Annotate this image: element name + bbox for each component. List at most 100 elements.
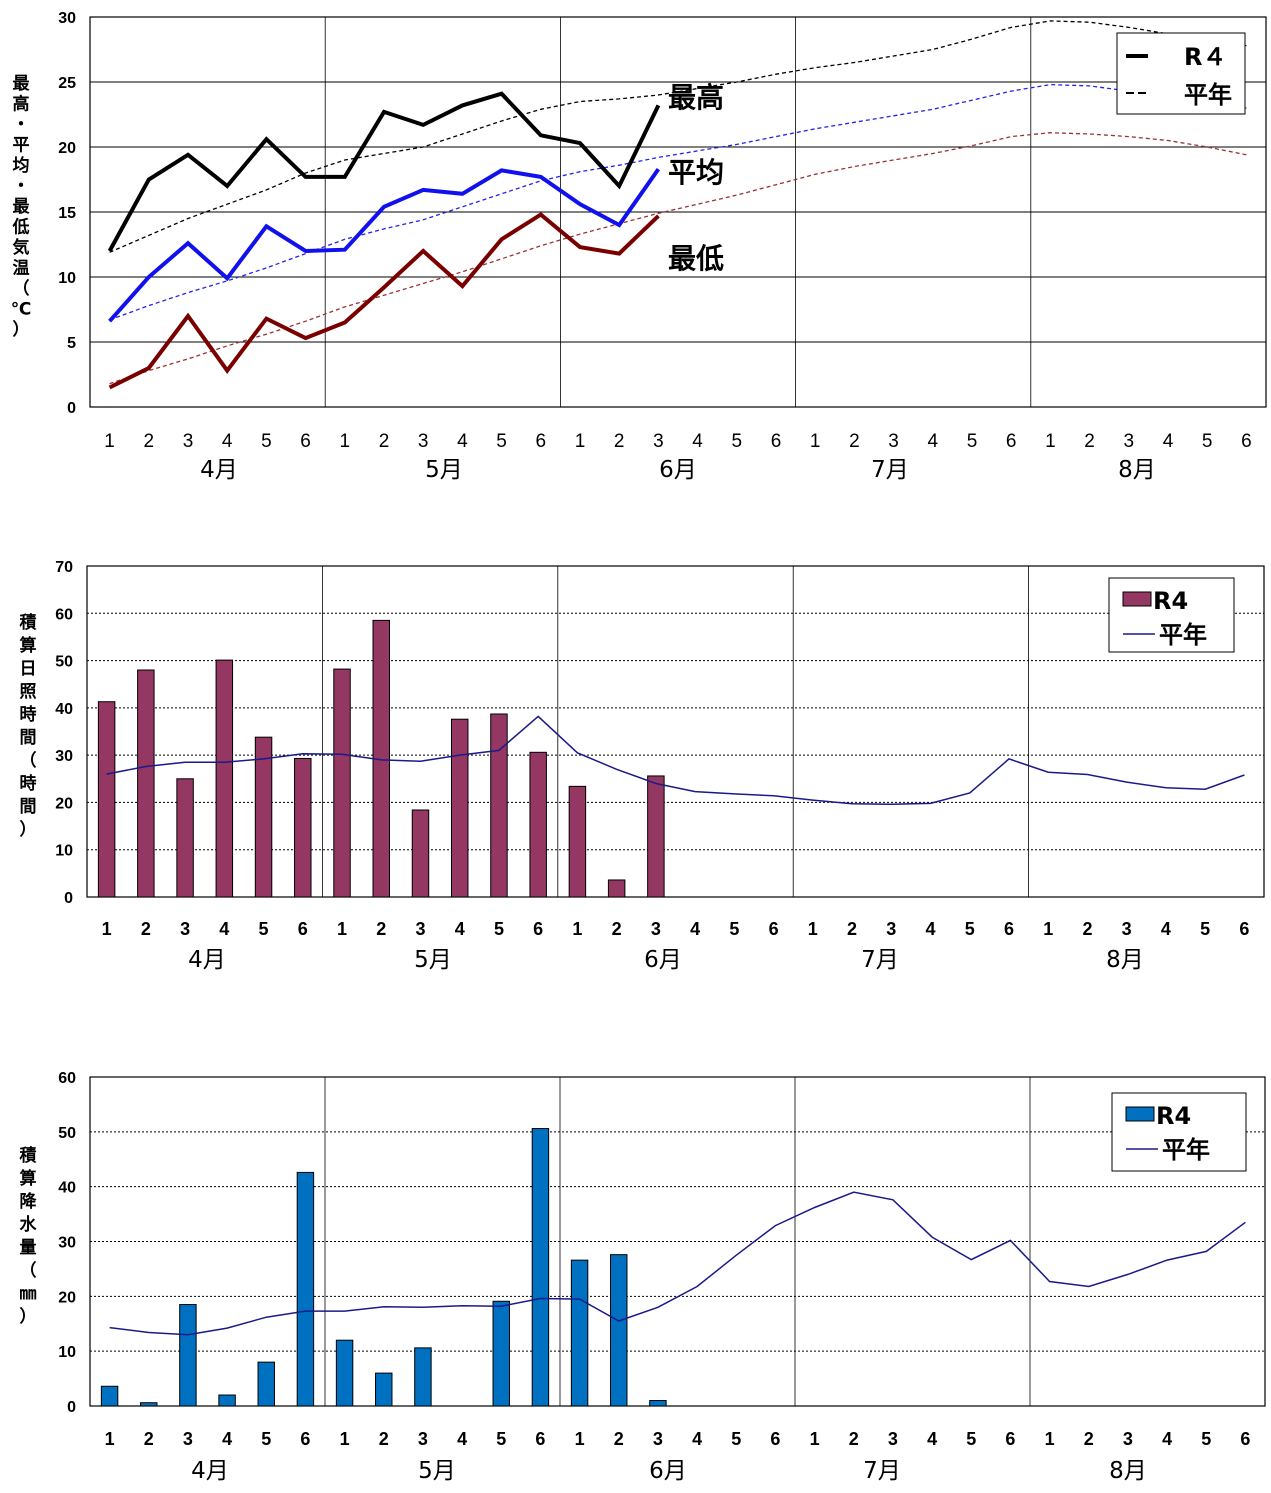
plot-area-border (86, 565, 1265, 898)
y-tick-label: 30 (58, 10, 76, 27)
x-tick-label: 1 (575, 1429, 585, 1449)
y-tick-label: 30 (55, 748, 73, 765)
bar (215, 659, 234, 898)
x-tick-label: 2 (376, 919, 386, 939)
bar (607, 879, 626, 898)
x-tick-label: 4 (1162, 1429, 1172, 1449)
x-tick-label: 5 (261, 1429, 271, 1449)
x-tick-label: 1 (1043, 919, 1053, 939)
bar (335, 1339, 354, 1407)
x-tick-label: 3 (1124, 431, 1135, 452)
x-tick-label: 6 (300, 1429, 310, 1449)
x-tick-label: 4 (455, 919, 465, 939)
normal-line (109, 83, 1247, 321)
x-tick-label: 3 (1123, 1429, 1133, 1449)
x-tick-label: 3 (886, 919, 896, 939)
x-tick-label: 2 (1084, 431, 1095, 452)
bar (294, 757, 312, 898)
x-tick-label: 4 (927, 1429, 937, 1449)
x-tick-label: 4 (692, 1429, 702, 1449)
month-label: 5月 (418, 1458, 456, 1484)
x-tick-label: 2 (141, 919, 151, 939)
x-tick-label: 4 (222, 431, 233, 452)
x-tick-label: 2 (849, 431, 860, 452)
x-tick-label: 5 (1201, 1429, 1211, 1449)
x-tick-label: 1 (105, 1429, 115, 1449)
legend-label: 平年 (1162, 1136, 1210, 1164)
x-tick-label: 2 (612, 919, 622, 939)
month-label: 5月 (414, 947, 452, 973)
x-tick-label: 4 (1161, 919, 1171, 939)
legend: R4 平年 (1108, 577, 1235, 653)
month-label: 8月 (1118, 457, 1156, 483)
x-tick-label: 6 (1241, 431, 1252, 452)
bar (450, 718, 469, 898)
r4-line (107, 91, 661, 252)
y-tick-label: 20 (58, 140, 76, 157)
x-tick-label: 2 (1082, 919, 1092, 939)
x-tick-label: 5 (729, 919, 739, 939)
normal-line (109, 20, 1247, 253)
bar (176, 778, 194, 898)
x-tick-label: 3 (183, 1429, 193, 1449)
bar (568, 785, 587, 898)
month-label: 8月 (1109, 1458, 1147, 1484)
y-tick-label: 20 (55, 795, 73, 812)
y-tick-label: 30 (58, 1235, 76, 1252)
x-tick-label: 6 (535, 1429, 545, 1449)
month-label: 7月 (863, 1458, 901, 1484)
x-tick-label: 2 (614, 431, 625, 452)
x-tick-label: 2 (379, 1429, 389, 1449)
y-tick-label: 0 (64, 890, 73, 907)
x-tick-label: 4 (222, 1429, 232, 1449)
x-tick-label: 3 (888, 1429, 898, 1449)
y-tick-label: 60 (55, 606, 73, 623)
bar (411, 809, 430, 898)
bar (610, 1254, 628, 1407)
bar (257, 1361, 275, 1407)
x-tick-label: 6 (533, 919, 543, 939)
bar (100, 1385, 119, 1407)
x-tick-label: 5 (1202, 431, 1213, 452)
y-axis-label: 積算降水量（㎜） (19, 1145, 38, 1327)
legend: R4 平年 (1111, 1092, 1247, 1172)
x-tick-label: 2 (379, 431, 390, 452)
y-tick-label: 5 (67, 335, 76, 352)
y-tick-label: 15 (58, 205, 76, 222)
x-tick-label: 1 (808, 919, 818, 939)
x-tick-label: 2 (1084, 1429, 1094, 1449)
x-tick-label: 6 (298, 919, 308, 939)
x-tick-label: 6 (1005, 1429, 1015, 1449)
x-tick-label: 5 (731, 1429, 741, 1449)
bar (649, 1400, 667, 1407)
x-tick-label: 1 (340, 1429, 350, 1449)
x-tick-label: 6 (769, 919, 779, 939)
bar (647, 775, 665, 898)
bar (254, 736, 273, 898)
bar (140, 1402, 158, 1407)
y-tick-label: 0 (67, 400, 76, 417)
x-tick-label: 4 (692, 431, 703, 452)
x-tick-label: 6 (1239, 919, 1249, 939)
x-tick-label: 3 (653, 1429, 663, 1449)
x-tick-label: 1 (810, 431, 821, 452)
y-tick-label: 20 (58, 1289, 76, 1306)
x-tick-label: 1 (337, 919, 347, 939)
y-axis-label: 最高・平均・最低気温（℃） (11, 74, 32, 340)
month-label: 5月 (425, 457, 463, 483)
legend-label: R４ (1184, 43, 1226, 71)
month-label: 4月 (200, 457, 238, 483)
month-label: 4月 (191, 1458, 229, 1484)
y-tick-label: 70 (55, 559, 73, 576)
x-tick-label: 1 (102, 919, 112, 939)
y-tick-label: 10 (58, 270, 76, 287)
x-tick-label: 4 (219, 919, 229, 939)
legend-swatch-bar (1125, 1106, 1155, 1122)
x-tick-label: 2 (849, 1429, 859, 1449)
r4-line (108, 167, 661, 323)
plot-area-border (89, 16, 1267, 408)
x-tick-label: 5 (965, 919, 975, 939)
x-tick-label: 3 (415, 919, 425, 939)
x-tick-label: 5 (967, 431, 978, 452)
x-tick-label: 3 (653, 431, 664, 452)
